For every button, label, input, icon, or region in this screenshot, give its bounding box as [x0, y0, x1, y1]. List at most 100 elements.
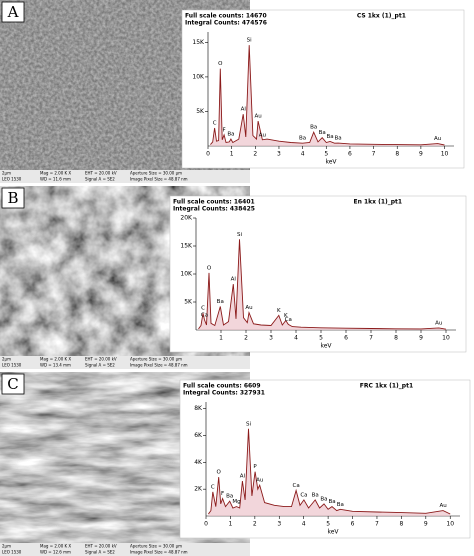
peak-label: Au: [434, 136, 441, 142]
y-tick-label: 15K: [180, 243, 193, 250]
peak-label: C: [211, 484, 215, 490]
peak-label: Au: [256, 478, 263, 484]
peak-label: O: [218, 61, 223, 67]
sem-info: 2µm: [2, 544, 11, 549]
peak-label: Ba: [310, 125, 317, 131]
sem-info: Mag = 2.00 K X: [40, 357, 71, 362]
peak-label: Ba: [335, 136, 342, 142]
x-tick-label: 2: [253, 521, 257, 528]
peak-label: Au: [435, 320, 442, 326]
panel-letter: A: [7, 3, 19, 21]
x-axis-label: keV: [320, 343, 332, 350]
x-tick-label: 8: [399, 521, 403, 528]
peak-label: O: [207, 265, 212, 271]
peak-label: Ba: [217, 299, 224, 305]
x-tick-label: 7: [369, 335, 373, 342]
x-tick-label: 8: [395, 151, 399, 158]
spectrum-title: En 1kx (1)_pt1: [354, 199, 403, 206]
sem-info: WD = 11.6 mm: [40, 177, 71, 182]
sem-info: WD = 12.6 mm: [40, 550, 71, 555]
peak-label: F: [222, 127, 225, 133]
panel-letter-box: [1, 187, 25, 209]
peak-label: P: [253, 464, 257, 470]
x-tick-label: 10: [441, 151, 449, 158]
panel-letter: C: [7, 375, 18, 393]
sem-info: EHT = 20.00 kV: [85, 357, 117, 362]
peak-label: Ca: [293, 483, 300, 489]
peak-label: Ba: [326, 134, 333, 140]
peak-label: C: [201, 306, 205, 312]
peak-label: O: [217, 470, 222, 476]
x-tick-label: 9: [419, 335, 423, 342]
sem-info: Mag = 2.00 K X: [40, 171, 71, 176]
peak-label: Au: [259, 132, 266, 138]
x-tick-label: 1: [219, 335, 223, 342]
x-tick-label: 4: [294, 335, 298, 342]
y-tick-label: 8K: [194, 405, 203, 412]
x-axis-label: keV: [325, 159, 337, 166]
x-tick-label: 2: [244, 335, 248, 342]
y-tick-label: 10K: [192, 73, 205, 80]
x-tick-label: 2: [253, 151, 257, 158]
spectrum-title: FRC 1kx (1)_pt1: [360, 383, 413, 390]
full-scale: Full scale counts: 14670: [185, 13, 267, 20]
sem-info: LEO 1530: [2, 177, 22, 182]
x-tick-label: 3: [277, 521, 281, 528]
peak-label: Au: [255, 114, 262, 120]
peak-label: K: [284, 313, 288, 319]
x-tick-label: 6: [344, 335, 348, 342]
sem-info: WD = 13.4 mm: [40, 363, 71, 368]
spectrum-title: CS 1kx (1)_pt1: [357, 13, 406, 20]
x-tick-label: 0: [206, 151, 210, 158]
peak-label: Ca: [201, 312, 208, 318]
x-tick-label: 10: [446, 521, 454, 528]
y-tick-label: 2K: [194, 486, 203, 493]
sem-info: Aperture Size = 30.00 µm: [130, 544, 182, 549]
x-tick-label: 5: [324, 151, 328, 158]
sem-info: Image Pixel Size = 48.87 nm: [130, 550, 188, 555]
x-tick-label: 5: [326, 521, 330, 528]
y-tick-label: 5K: [196, 108, 205, 115]
y-tick-label: 6K: [194, 432, 203, 439]
sem-info: Signal A = SE2: [85, 177, 115, 182]
peak-label: Ba: [319, 130, 326, 136]
peak-label: Ba: [227, 132, 234, 138]
x-tick-label: 4: [302, 521, 306, 528]
sem-info: 2µm: [2, 171, 11, 176]
x-tick-label: 9: [419, 151, 423, 158]
info-bar: [0, 170, 250, 183]
info-bar: [0, 356, 250, 369]
sem-info: Mag = 2.00 K X: [40, 544, 71, 549]
sem-info: LEO 1530: [2, 363, 22, 368]
integral: Integral Counts: 474576: [185, 20, 267, 27]
sem-info: Image Pixel Size = 48.87 nm: [130, 363, 188, 368]
spectrum-line: [208, 428, 451, 515]
x-tick-label: 4: [301, 151, 305, 158]
sem-info: EHT = 20.00 kV: [85, 544, 117, 549]
peak-label: Ca: [300, 492, 307, 498]
x-tick-label: 7: [372, 151, 376, 158]
info-bar: [0, 543, 250, 556]
spectrum-line: [198, 239, 447, 330]
y-tick-label: 20K: [180, 215, 193, 222]
y-tick-label: 10K: [180, 271, 193, 278]
x-axis-label: keV: [327, 529, 339, 536]
peak-label: Ba: [337, 502, 344, 508]
panel-letter-box: [1, 1, 25, 23]
sem-info: Aperture Size = 30.00 µm: [130, 357, 182, 362]
peak-label: Si: [246, 421, 251, 427]
y-tick-label: 4K: [194, 459, 203, 466]
peak-label: Ba: [312, 492, 319, 498]
peak-label: C: [213, 121, 217, 127]
x-tick-label: 1: [230, 151, 234, 158]
peak-label: Al: [241, 107, 247, 113]
peak-label: Si: [247, 38, 252, 44]
sem-info: Signal A = SE2: [85, 550, 115, 555]
y-tick-label: 15K: [192, 39, 205, 46]
sem-info: 2µm: [2, 357, 11, 362]
sem-info: EHT = 20.00 kV: [85, 171, 117, 176]
peak-label: Ba: [320, 496, 327, 502]
